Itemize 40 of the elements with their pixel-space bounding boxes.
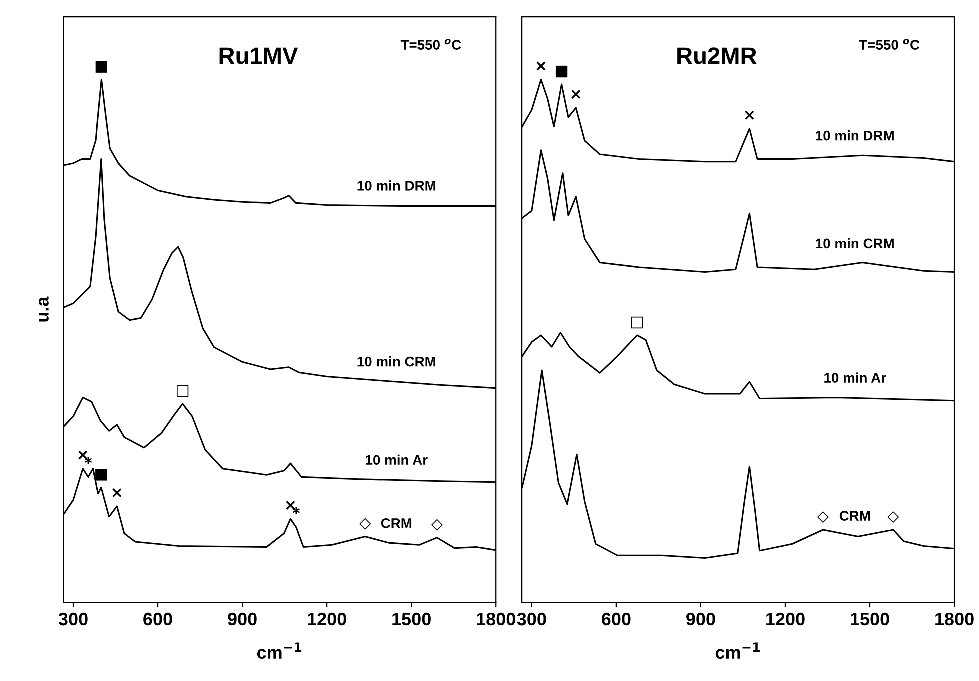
series-label: 10 min DRM bbox=[816, 130, 894, 141]
x-axis-title: cm$^{−1}$ bbox=[716, 642, 760, 660]
x-tick-label: 300 bbox=[517, 612, 546, 626]
chart-title: Ru2MR bbox=[678, 48, 757, 64]
y-axis-title: u.a bbox=[39, 296, 49, 322]
annotation: × bbox=[112, 488, 122, 498]
chart-title: Ru1MV bbox=[220, 48, 298, 64]
annotation: □ bbox=[176, 385, 189, 398]
x-tick-label: 300 bbox=[58, 612, 88, 626]
series-label: 10 min DRM bbox=[358, 180, 436, 191]
x-tick-label: 1200 bbox=[766, 612, 805, 626]
x-tick-label: 1200 bbox=[308, 612, 346, 626]
series-label: 10 min CRM bbox=[816, 238, 894, 249]
text: T=550 $^{o}$C bbox=[859, 39, 920, 50]
annotation: × bbox=[536, 62, 546, 71]
annotation: ■ bbox=[96, 61, 108, 73]
annotation: ◇ bbox=[817, 511, 830, 524]
x-tick-label: 900 bbox=[686, 612, 716, 626]
annotation: ◇ bbox=[360, 518, 372, 530]
x-tick-label: 1500 bbox=[392, 612, 431, 626]
annotation: ■ bbox=[96, 469, 108, 481]
annotation: × bbox=[572, 90, 581, 99]
annotation: × bbox=[745, 110, 754, 120]
x-tick-label: 600 bbox=[602, 612, 631, 626]
x-tick-label: 1800 bbox=[936, 612, 974, 626]
x-tick-label: 1500 bbox=[851, 612, 890, 626]
x-axis-title: cm$^{−1}$ bbox=[257, 642, 302, 660]
series-label: CRM bbox=[840, 511, 870, 521]
annotation: ■ bbox=[556, 66, 568, 78]
series-label: 10 min CRM bbox=[358, 356, 436, 367]
x-tick-label: 600 bbox=[144, 612, 172, 626]
annotation: ◇ bbox=[431, 519, 444, 531]
annotation: □ bbox=[631, 316, 644, 329]
series-label: 10 min Ar bbox=[824, 372, 886, 383]
text: T=550 $^{o}$C bbox=[400, 39, 462, 50]
x-tick-label: 900 bbox=[228, 612, 257, 626]
series-label: 10 min Ar bbox=[366, 454, 428, 466]
series-label: CRM bbox=[381, 518, 412, 528]
annotation: ◇ bbox=[888, 511, 900, 524]
x-tick-label: 1800 bbox=[477, 612, 516, 626]
